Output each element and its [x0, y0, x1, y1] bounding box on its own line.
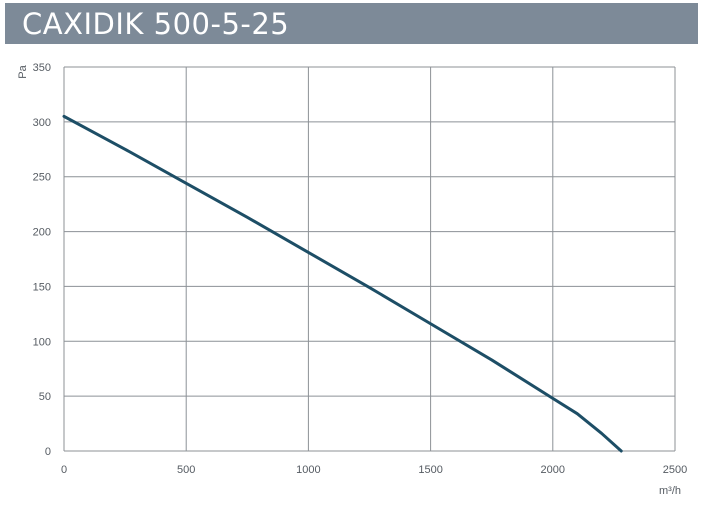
chart-grid	[63, 66, 676, 452]
y-axis-ticks: 0 50 100 150 200 250 300 350	[33, 62, 51, 458]
y-tick-label: 0	[45, 446, 51, 458]
y-tick-label: 50	[39, 391, 51, 403]
series-line-0	[62, 114, 623, 453]
x-tick-label: 500	[177, 464, 195, 476]
y-tick-label: 200	[33, 227, 51, 239]
chart-series	[62, 114, 623, 453]
y-axis-label: Pa	[17, 64, 29, 78]
y-tick-label: 300	[33, 117, 51, 129]
y-tick-label: 250	[33, 172, 51, 184]
y-tick-label: 350	[33, 62, 51, 74]
title-bar: CAXIDIK 500-5-25	[5, 3, 698, 44]
x-tick-label: 0	[61, 464, 67, 476]
chart-title: CAXIDIK 500-5-25	[22, 7, 290, 41]
x-tick-label: 2500	[663, 464, 687, 476]
x-tick-label: 1500	[418, 464, 442, 476]
x-axis-ticks: 0 500 1000 1500 2000 2500	[61, 464, 687, 476]
y-tick-label: 100	[33, 336, 51, 348]
x-axis-label: m³/h	[659, 485, 681, 497]
x-tick-label: 1000	[296, 464, 320, 476]
x-tick-label: 2000	[541, 464, 565, 476]
y-tick-label: 150	[33, 281, 51, 293]
